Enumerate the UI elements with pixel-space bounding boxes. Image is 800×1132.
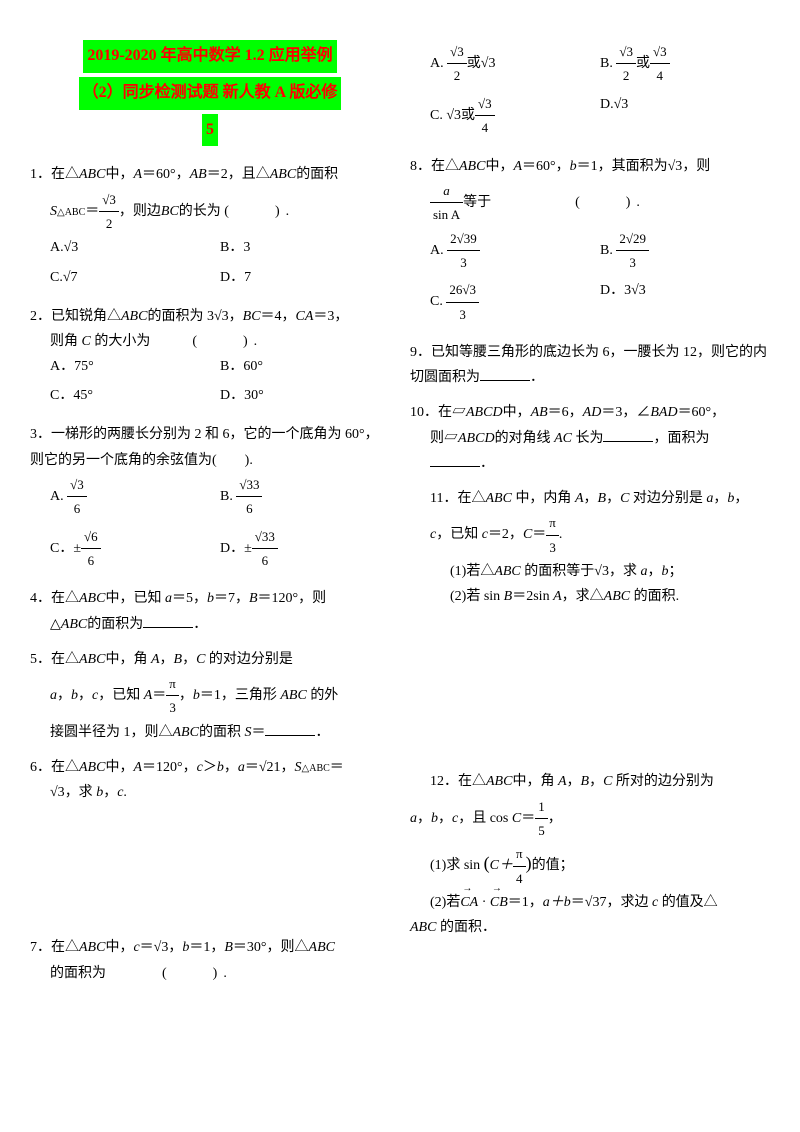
q1-opt-b: B．3 [220, 235, 390, 260]
q7-opt-a: A. √32或√3 [430, 40, 600, 88]
question-11: 11．在△ABC 中，内角 A，B，C 对边分别是 a，b， c，已知 c＝2，… [410, 486, 770, 609]
q7-opt-b: B. √32或√34 [600, 40, 770, 88]
right-column: A. √32或√3 B. √32或√34 C. √3或√34 D.√3 8．在△… [410, 40, 770, 996]
q10-blank-1 [603, 427, 653, 442]
q9-blank [480, 366, 530, 381]
q7-opt-d: D.√3 [600, 92, 770, 140]
question-5: 5．在△ABC中，角 A，B，C 的对边分别是 a，b，c，已知 A＝π3，b＝… [30, 647, 390, 745]
left-column: 2019-2020 年高中数学 1.2 应用举例 （2）同步检测试题 新人教 A… [30, 40, 390, 996]
title-line-2: （2）同步检测试题 新人教 A 版必修 [79, 77, 342, 110]
q2-opt-b: B．60° [220, 354, 390, 379]
q1-opt-c: C.√7 [50, 265, 220, 290]
question-10: 10．在▱ABCD中，AB＝6，AD＝3，∠BAD＝60°， 则▱ABCD的对角… [410, 400, 770, 476]
q2-opt-d: D．30° [220, 383, 390, 408]
q8-opt-c: C. 26√33 [430, 278, 600, 326]
q5-blank [265, 721, 315, 736]
q3-opt-a: A. √36 [50, 473, 220, 521]
question-3: 3．一梯形的两腰长分别为 2 和 6，它的一个底角为 60°，则它的另一个底角的… [30, 422, 390, 576]
q7-options: A. √32或√3 B. √32或√34 C. √3或√34 D.√3 [410, 40, 770, 144]
question-9: 9．已知等腰三角形的底边长为 6，一腰长为 12，则它的内切圆面积为． [410, 340, 770, 390]
q10-blank-2 [430, 452, 480, 467]
q3-opt-b: B. √336 [220, 473, 390, 521]
q8-opt-d: D．3√3 [600, 278, 770, 326]
question-7: 7．在△ABC中，c＝√3，b＝1，B＝30°，则△ABC 的面积为 ( ). [30, 935, 390, 985]
q8-opt-b: B. 2√293 [600, 227, 770, 275]
q8-opt-a: A. 2√393 [430, 227, 600, 275]
q2-opt-a: A．75° [50, 354, 220, 379]
q4-blank [143, 613, 193, 628]
title-line-1: 2019-2020 年高中数学 1.2 应用举例 [83, 40, 336, 73]
question-8: 8．在△ABC中，A＝60°，b＝1，其面积为√3，则 asin A等于 ( )… [410, 154, 770, 331]
question-4: 4．在△ABC中，已知 a＝5，b＝7，B＝120°，则 △ABC的面积为． [30, 586, 390, 636]
question-6: 6．在△ABC中，A＝120°，c＞b，a＝√21，S△ABC＝ √3，求 b，… [30, 755, 390, 805]
q7-opt-c: C. √3或√34 [430, 92, 600, 140]
q3-opt-d: D．±√336 [220, 525, 390, 573]
q1-opt-d: D．7 [220, 265, 390, 290]
question-12: 12．在△ABC中，角 A，B，C 所对的边分别为 a，b，c，且 cos C＝… [410, 769, 770, 940]
q3-opt-c: C．±√66 [50, 525, 220, 573]
question-2: 2．已知锐角△ABC的面积为 3√3，BC＝4，CA＝3， 则角 C 的大小为 … [30, 304, 390, 413]
q1-opt-a: A.√3 [50, 235, 220, 260]
title-block: 2019-2020 年高中数学 1.2 应用举例 （2）同步检测试题 新人教 A… [30, 40, 390, 150]
question-1: 1．在△ABC中，A＝60°，AB＝2，且△ABC的面积 S△ABC＝√32，则… [30, 162, 390, 293]
title-line-3: 5 [202, 114, 218, 147]
q2-opt-c: C．45° [50, 383, 220, 408]
